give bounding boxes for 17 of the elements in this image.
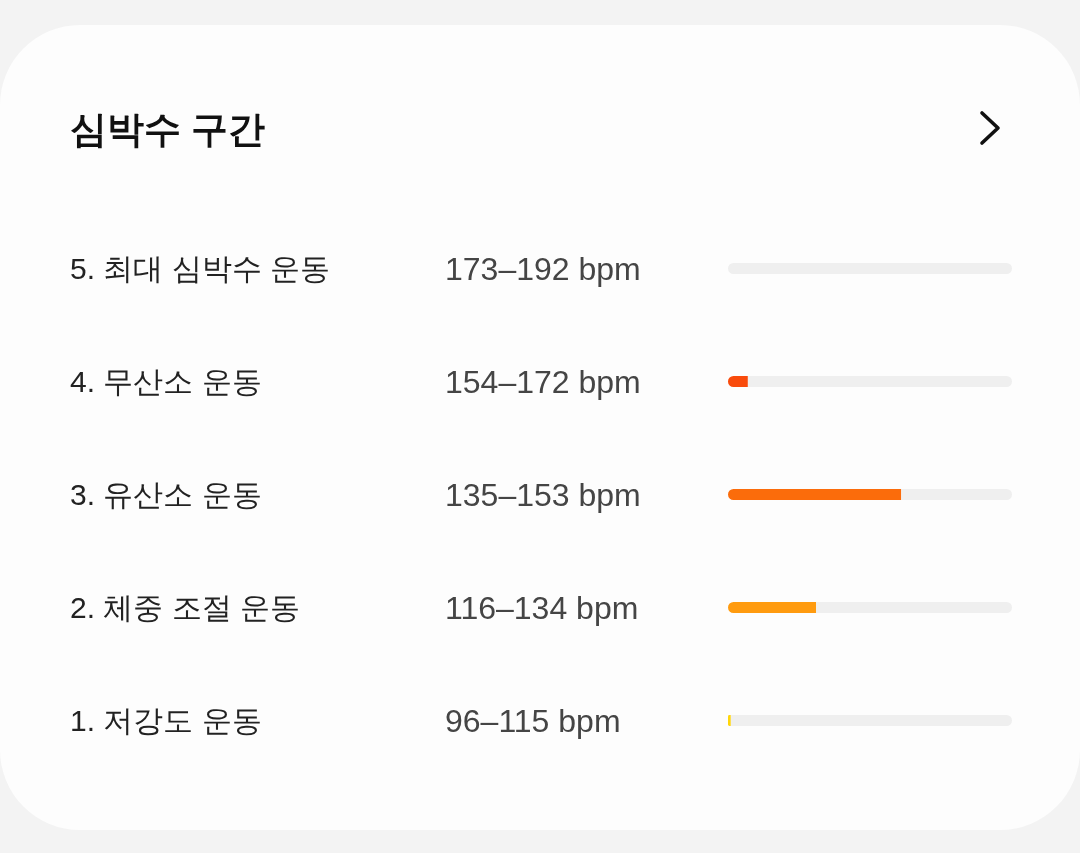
y2-tick-label: 135–153 bpm [445,476,641,512]
y2-tick-label: 96–115 bpm [445,702,621,738]
y2-tick-label: 116–134 bpm [445,589,639,625]
bar [728,488,902,500]
y-tick-label: 4. 무산소 운동 [70,364,262,398]
y-tick-label: 3. 유산소 운동 [70,477,262,511]
y2-tick-label: 173–192 bpm [445,250,641,286]
text: 심박수 구간 [70,108,266,152]
y-tick-label: 2. 체중 조절 운동 [70,590,301,624]
bar [901,488,1012,500]
y-tick-label: 5. 최대 심박수 운동 [70,251,331,285]
bar [747,375,1012,387]
y2-tick-label: 154–172 bpm [445,363,641,399]
bar [816,601,1012,613]
bar [728,601,817,613]
y-tick-label: 1. 저강도 운동 [70,703,262,737]
bar [730,714,1012,726]
